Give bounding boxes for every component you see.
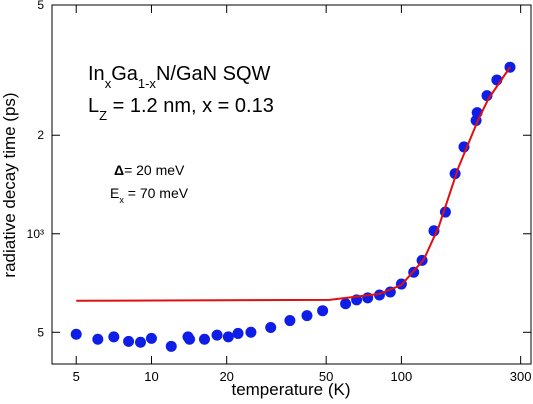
annotation-part: Δ — [114, 162, 124, 178]
y-tick-label: 5 — [37, 0, 44, 12]
annotation-part: Ga — [111, 63, 139, 85]
annotation-part: E — [110, 185, 119, 201]
data-point — [340, 298, 352, 310]
fit-line — [76, 66, 511, 302]
data-point — [135, 336, 147, 348]
data-point — [165, 340, 177, 352]
annotation-part: = 70 meV — [124, 185, 189, 201]
annotation-part: 1-x — [138, 76, 157, 91]
annotation-part: = 20 meV — [124, 162, 185, 178]
data-point — [184, 333, 196, 345]
annotation-part: L — [88, 95, 99, 117]
x-axis-label: temperature (K) — [231, 380, 350, 399]
data-point — [92, 333, 104, 345]
data-point — [222, 331, 234, 343]
annotation-part: x — [119, 195, 124, 205]
data-point — [301, 310, 313, 322]
y-tick-label: 10³ — [27, 227, 44, 241]
data-point — [317, 305, 329, 317]
x-tick-label: 20 — [219, 369, 233, 384]
annotation: Ex = 70 meV — [110, 185, 189, 205]
x-tick-label: 5 — [73, 369, 80, 384]
data-point — [145, 332, 157, 344]
annotation-part: Z — [99, 108, 107, 123]
annotation: LZ = 1.2 nm, x = 0.13 — [88, 95, 274, 123]
data-point — [245, 326, 257, 338]
plot-frame — [51, 4, 532, 365]
data-point — [284, 315, 296, 327]
y-tick-label: 2 — [37, 128, 44, 142]
x-tick-label: 100 — [391, 369, 413, 384]
annotation-part: N/GaN SQW — [156, 63, 271, 85]
data-point — [70, 328, 82, 340]
data-point — [232, 327, 244, 339]
annotation-part: = 1.2 nm, x = 0.13 — [107, 95, 274, 117]
annotation-part: x — [105, 76, 112, 91]
x-tick-label: 10 — [144, 369, 158, 384]
data-point — [265, 322, 277, 334]
y-tick-label: 5 — [37, 325, 44, 339]
annotation: InxGa1-xN/GaN SQW — [88, 63, 271, 91]
data-point — [108, 331, 120, 343]
data-point — [211, 329, 223, 341]
annotation-part: In — [88, 63, 105, 85]
annotation: Δ= 20 meV — [114, 162, 185, 178]
y-axis-label: radiative decay time (ps) — [0, 92, 19, 277]
data-point — [198, 333, 210, 345]
x-tick-label: 50 — [319, 369, 333, 384]
data-point — [123, 335, 135, 347]
x-tick-label: 300 — [510, 369, 532, 384]
